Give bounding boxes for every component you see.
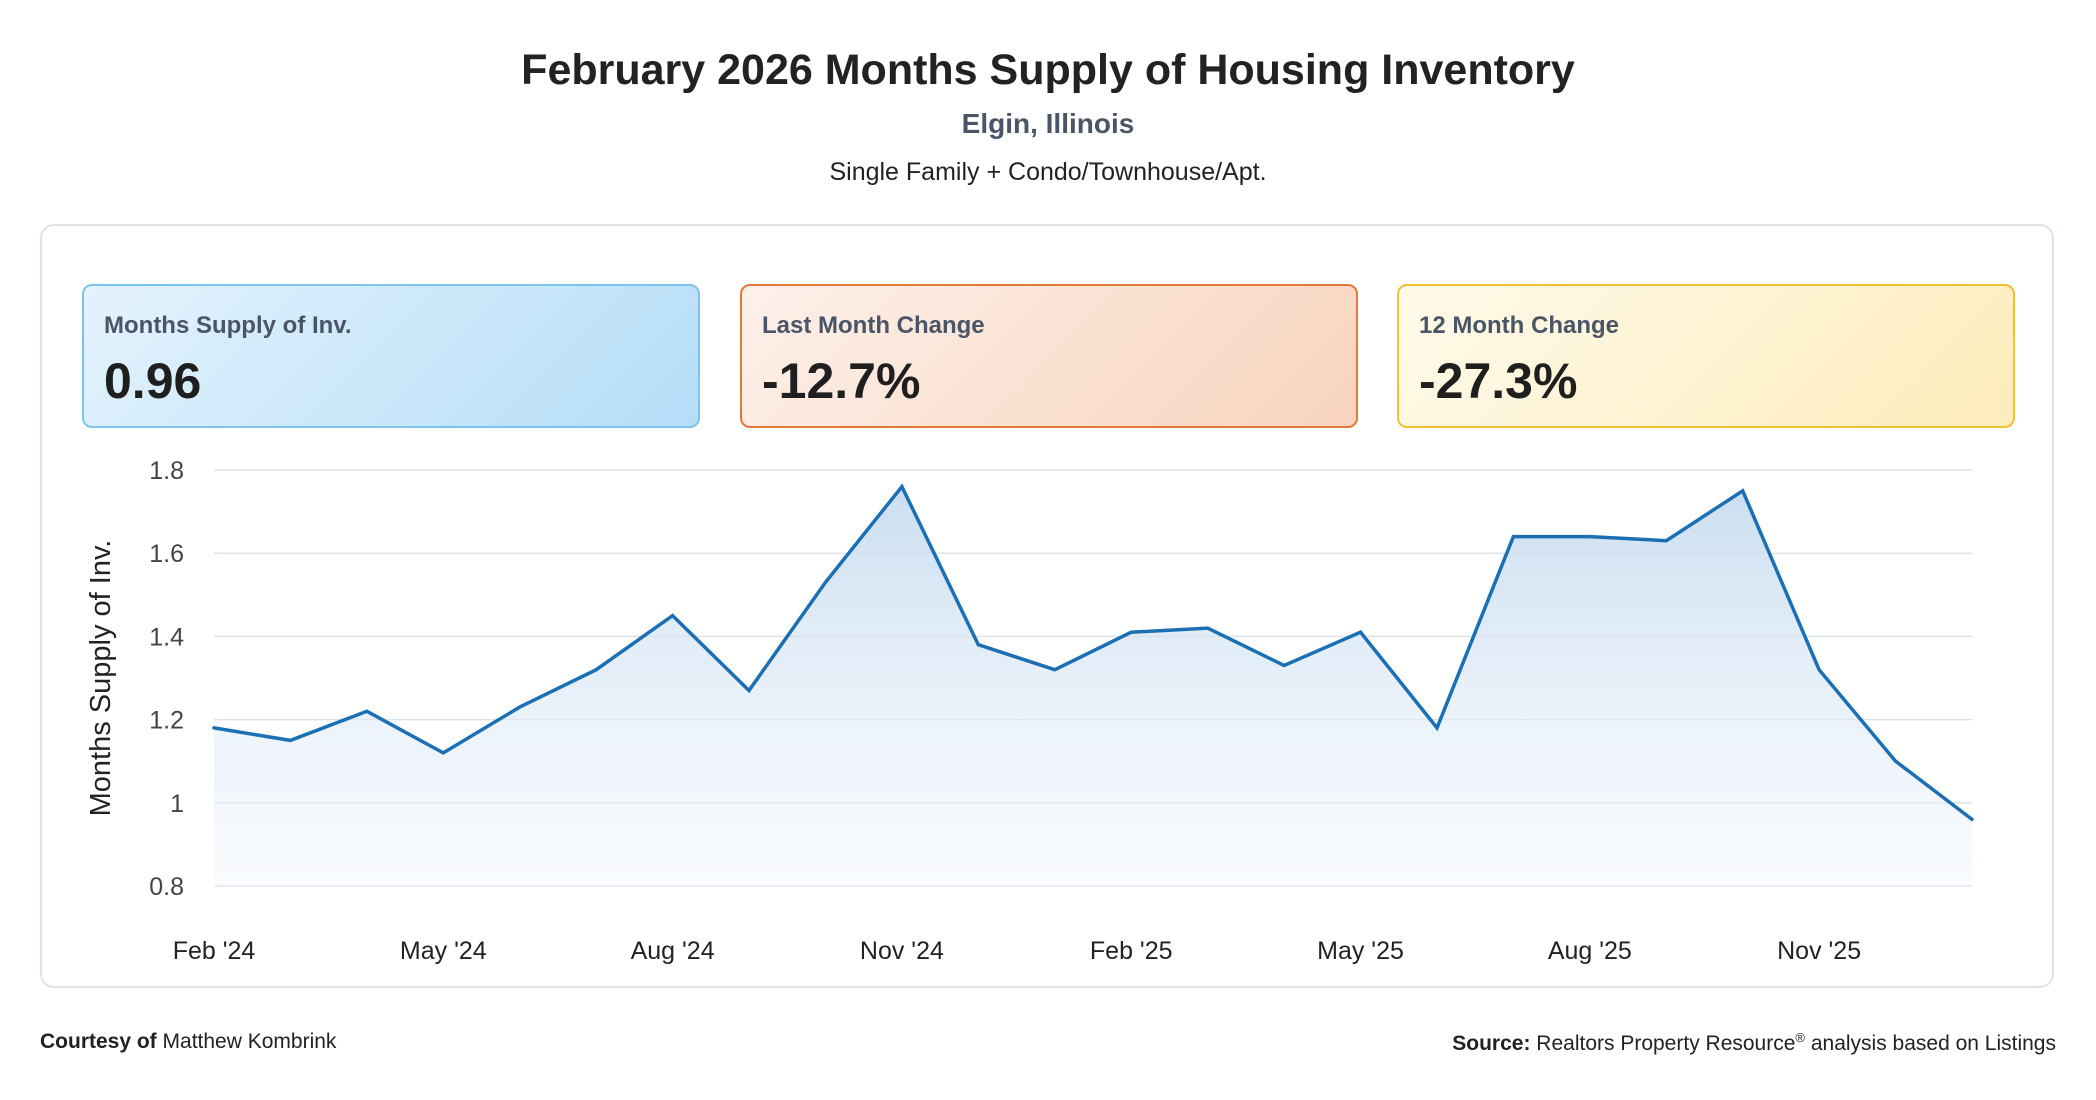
registered-mark: ® bbox=[1795, 1030, 1805, 1045]
kpi-last-month-change: Last Month Change -12.7% bbox=[740, 284, 1358, 428]
source-credit: Source: Realtors Property Resource® anal… bbox=[1452, 1030, 2056, 1056]
series-line bbox=[212, 483, 1974, 822]
y-tick-label: 1.4 bbox=[149, 623, 184, 651]
kpi-value: -12.7% bbox=[762, 353, 921, 409]
x-tick-label: Nov '25 bbox=[1777, 937, 1861, 965]
x-tick-label: Aug '25 bbox=[1548, 937, 1632, 965]
x-tick-label: Feb '25 bbox=[1090, 937, 1173, 965]
x-tick-label: Nov '24 bbox=[860, 937, 944, 965]
y-tick-label: 1.2 bbox=[149, 707, 184, 735]
courtesy-label: Courtesy of bbox=[40, 1030, 157, 1053]
page-title: February 2026 Months Supply of Housing I… bbox=[521, 46, 1575, 94]
y-tick-label: 1.6 bbox=[149, 540, 184, 568]
y-tick-label: 0.8 bbox=[149, 873, 184, 901]
line-chart: 0.8 1 1.2 1.4 1.6 1.8 Feb '24 May '24 Aug '24 Nov… bbox=[85, 457, 1974, 965]
source-text-tail: analysis based on Listings bbox=[1805, 1032, 2056, 1055]
series-area bbox=[214, 486, 1972, 886]
y-tick-label: 1.8 bbox=[149, 457, 184, 485]
x-tick-label: Aug '24 bbox=[631, 937, 715, 965]
segment-subtitle: Single Family + Condo/Townhouse/Apt. bbox=[829, 158, 1267, 186]
kpi-label: Last Month Change bbox=[762, 312, 985, 339]
kpi-12-month-change: 12 Month Change -27.3% bbox=[1397, 284, 2015, 428]
kpi-label: Months Supply of Inv. bbox=[104, 312, 352, 339]
y-axis-label: Months Supply of Inv. bbox=[85, 540, 117, 817]
location-subtitle: Elgin, Illinois bbox=[961, 108, 1135, 139]
kpi-value: -27.3% bbox=[1419, 353, 1578, 409]
source-text: Realtors Property Resource bbox=[1536, 1032, 1796, 1055]
source-label: Source: bbox=[1452, 1032, 1531, 1055]
x-tick-label: May '24 bbox=[400, 937, 487, 965]
kpi-months-supply: Months Supply of Inv. 0.96 bbox=[82, 284, 700, 428]
x-tick-label: May '25 bbox=[1317, 937, 1404, 965]
x-tick-label: Feb '24 bbox=[173, 937, 256, 965]
courtesy-credit: Courtesy of Matthew Kombrink bbox=[40, 1030, 336, 1054]
y-tick-label: 1 bbox=[170, 790, 184, 818]
kpi-label: 12 Month Change bbox=[1419, 312, 1620, 339]
courtesy-name: Matthew Kombrink bbox=[162, 1030, 337, 1053]
kpi-value: 0.96 bbox=[104, 353, 202, 409]
